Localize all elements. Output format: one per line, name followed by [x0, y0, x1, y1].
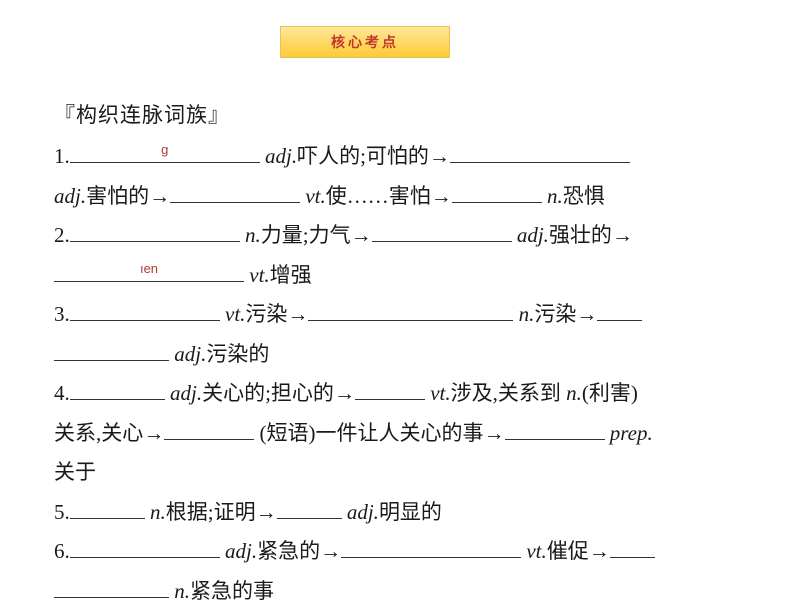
- item-number: 3.: [54, 302, 70, 326]
- item-number: 4.: [54, 381, 70, 405]
- fill-blank: [70, 375, 165, 400]
- arrow-icon: →: [484, 422, 505, 445]
- definition-text: (短语)一件让人关心的事: [254, 421, 483, 445]
- pos-label: adj.: [170, 381, 202, 405]
- definition-text: 恐惧: [563, 184, 605, 208]
- definition-text: 涉及,关系到: [451, 381, 567, 405]
- vocab-item-4: 4. adj.关心的;担心的→ vt.涉及,关系到 n.(利害)关系,关心→ (…: [54, 374, 740, 492]
- item-number: 1.: [54, 144, 70, 168]
- fill-blank: [70, 533, 220, 558]
- pos-label: vt.: [430, 381, 450, 405]
- content-area: 『构织连脉词族』 1.g adj.吓人的;可怕的→ adj.害怕的→ vt.使……: [54, 96, 740, 611]
- blank-hint: g: [161, 138, 168, 162]
- arrow-icon: →: [431, 185, 452, 208]
- pos-label: n.: [174, 579, 190, 603]
- definition-text: 害怕的: [86, 184, 149, 208]
- fill-blank: [372, 217, 512, 242]
- arrow-icon: →: [589, 540, 610, 563]
- items-container: 1.g adj.吓人的;可怕的→ adj.害怕的→ vt.使……害怕→ n.恐惧…: [54, 137, 740, 611]
- vocab-item-2: 2. n.力量;力气→ adj.强壮的→ıen vt.增强: [54, 216, 740, 295]
- section-title: 『构织连脉词族』: [54, 96, 740, 135]
- arrow-icon: →: [334, 382, 355, 405]
- pos-label: vt.: [526, 539, 546, 563]
- pos-label: n.: [566, 381, 582, 405]
- definition-text: 污染的: [206, 342, 269, 366]
- definition-text: 使……害怕: [326, 184, 431, 208]
- vocab-item-6: 6. adj.紧急的→ vt.催促→ n.紧急的事: [54, 532, 740, 611]
- arrow-icon: →: [287, 303, 308, 326]
- pos-label: n.: [150, 500, 166, 524]
- definition-text: 吓人的;可怕的: [297, 144, 429, 168]
- pos-label: adj.: [265, 144, 297, 168]
- fill-blank: [341, 533, 521, 558]
- fill-blank: [452, 178, 542, 203]
- definition-text: 紧急的: [257, 539, 320, 563]
- fill-blank: [450, 138, 630, 163]
- item-number: 6.: [54, 539, 70, 563]
- arrow-icon: →: [149, 185, 170, 208]
- vocab-item-3: 3. vt.污染→ n.污染→ adj.污染的: [54, 295, 740, 374]
- arrow-icon: →: [320, 540, 341, 563]
- fill-blank: [54, 336, 169, 361]
- pos-label: n.: [547, 184, 563, 208]
- fill-blank: g: [70, 138, 260, 163]
- pos-label: n.: [519, 302, 535, 326]
- pos-label: adj.: [347, 500, 379, 524]
- pos-label: vt.: [249, 263, 269, 287]
- definition-text: 紧急的事: [190, 579, 274, 603]
- arrow-icon: →: [612, 224, 633, 247]
- definition-text: 关系,关心: [54, 421, 143, 445]
- definition-text: 催促: [547, 539, 589, 563]
- header-badge: 核心考点: [280, 26, 450, 58]
- pos-label: vt.: [225, 302, 245, 326]
- vocab-item-1: 1.g adj.吓人的;可怕的→ adj.害怕的→ vt.使……害怕→ n.恐惧: [54, 137, 740, 216]
- pos-label: adj.: [517, 223, 549, 247]
- arrow-icon: →: [351, 224, 372, 247]
- pos-label: n.: [245, 223, 261, 247]
- definition-text: 明显的: [379, 500, 442, 524]
- vocab-item-5: 5. n.根据;证明→ adj.明显的: [54, 493, 740, 532]
- fill-blank: [164, 415, 254, 440]
- fill-blank: [597, 296, 642, 321]
- arrow-icon: →: [256, 501, 277, 524]
- definition-text: 关于: [54, 460, 96, 484]
- pos-label: vt.: [305, 184, 325, 208]
- item-number: 2.: [54, 223, 70, 247]
- pos-label: adj.: [54, 184, 86, 208]
- blank-hint: ıen: [140, 257, 158, 281]
- header-badge-text: 核心考点: [331, 32, 399, 52]
- definition-text: 增强: [270, 263, 312, 287]
- fill-blank: [70, 494, 145, 519]
- fill-blank: [70, 217, 240, 242]
- definition-text: (利害): [582, 381, 638, 405]
- arrow-icon: →: [576, 303, 597, 326]
- fill-blank: [170, 178, 300, 203]
- fill-blank: [308, 296, 513, 321]
- definition-text: 关心的;担心的: [202, 381, 334, 405]
- fill-blank: [505, 415, 605, 440]
- fill-blank: [355, 375, 425, 400]
- item-number: 5.: [54, 500, 70, 524]
- fill-blank: [54, 572, 169, 597]
- fill-blank: [610, 533, 655, 558]
- definition-text: 根据;证明: [166, 500, 256, 524]
- pos-label: adj.: [174, 342, 206, 366]
- definition-text: 强壮的: [549, 223, 612, 247]
- arrow-icon: →: [143, 422, 164, 445]
- arrow-icon: →: [429, 145, 450, 168]
- fill-blank: [70, 296, 220, 321]
- pos-label: prep.: [610, 421, 653, 445]
- definition-text: 污染: [534, 302, 576, 326]
- fill-blank: ıen: [54, 257, 244, 282]
- fill-blank: [277, 494, 342, 519]
- definition-text: 污染: [245, 302, 287, 326]
- pos-label: adj.: [225, 539, 257, 563]
- definition-text: 力量;力气: [261, 223, 351, 247]
